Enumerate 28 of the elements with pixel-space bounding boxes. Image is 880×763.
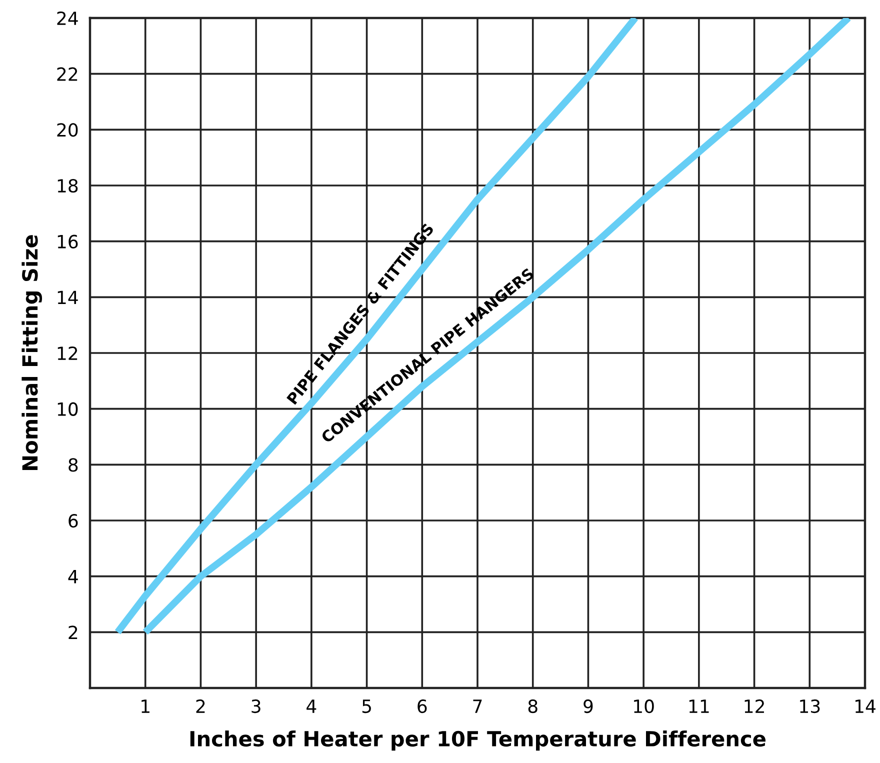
y-tick-label: 24 xyxy=(57,11,78,25)
x-tick-label: 3 xyxy=(252,699,260,714)
y-tick-label: 20 xyxy=(57,123,78,137)
x-tick-label: 4 xyxy=(306,700,316,713)
x-tick-label: 8 xyxy=(528,699,538,714)
y-tick-label: 4 xyxy=(68,570,78,584)
y-axis-title: Nominal Fitting Size xyxy=(22,235,42,470)
x-axis-title: Inches of Heater per 10F Temperature Difference xyxy=(190,730,766,751)
y-tick-label: 14 xyxy=(58,290,78,304)
x-tick-label: 6 xyxy=(418,699,427,714)
x-tick-label: 7 xyxy=(473,700,482,713)
x-tick-label: 14 xyxy=(855,700,876,713)
x-tick-label: 5 xyxy=(362,700,371,714)
y-tick-label: 6 xyxy=(68,514,78,528)
y-tick-label: 12 xyxy=(58,346,78,360)
y-tick-label: 18 xyxy=(58,178,78,193)
y-tick-label: 8 xyxy=(68,458,78,472)
x-tick-label: 10 xyxy=(634,699,654,714)
y-tick-label: 10 xyxy=(58,402,78,416)
x-tick-label: 2 xyxy=(196,699,205,713)
y-tick-label: 16 xyxy=(58,234,78,248)
x-tick-label: 1 xyxy=(142,700,150,713)
x-tick-label: 11 xyxy=(689,700,709,713)
y-tick-label: 22 xyxy=(57,67,78,81)
x-tick-label: 13 xyxy=(800,699,820,714)
x-tick-label: 9 xyxy=(584,699,593,714)
x-tick-label: 12 xyxy=(744,699,764,713)
y-tick-label: 2 xyxy=(68,626,78,640)
